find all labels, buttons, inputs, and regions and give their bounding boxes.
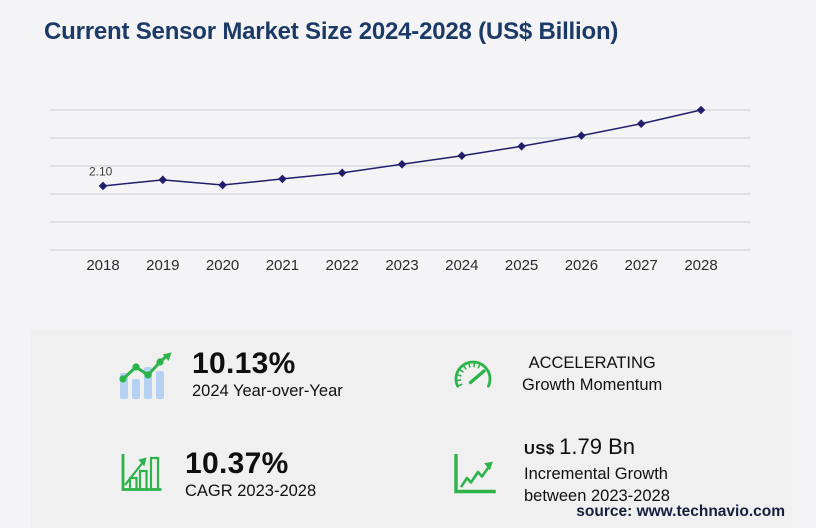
- stat-growth-momentum: ACCELERATING Growth Momentum: [450, 352, 662, 399]
- yoy-label: 2024 Year-over-Year: [192, 382, 343, 400]
- chart-data-point: [577, 131, 586, 140]
- speedometer-icon: [450, 360, 496, 399]
- chart-data-point: [696, 105, 706, 115]
- chart-series-line: [102, 109, 702, 187]
- incremental-line1: Incremental Growth: [524, 465, 668, 483]
- chart-data-point: [158, 175, 168, 185]
- x-axis-label: 2020: [206, 257, 239, 274]
- chart-data-point: [517, 141, 526, 151]
- stats-panel: 10.13% 2024 Year-over-Year: [31, 330, 792, 528]
- incremental-value: 1.79 Bn: [559, 434, 635, 459]
- chart-data-point: [397, 159, 407, 169]
- line-chart-arrow-icon: [454, 453, 496, 499]
- incremental-amount: US$ 1.79 Bn: [524, 434, 670, 463]
- x-axis-label: 2019: [146, 257, 179, 274]
- chart-area: 2018 2019 2020 2021 2022 2023 2024 2025 2026 2027…: [0, 80, 816, 280]
- x-axis-label: 2026: [565, 257, 598, 274]
- cagr-label: CAGR 2023-2028: [185, 482, 317, 500]
- stat-cagr: 10.37% CAGR 2023-2028: [121, 448, 316, 502]
- yoy-value: 10.13%: [192, 347, 296, 380]
- momentum-line1: ACCELERATING: [528, 354, 656, 372]
- incremental-currency: US$: [524, 441, 555, 458]
- chart-data-point: [457, 151, 467, 161]
- x-axis-label: 2021: [266, 257, 299, 274]
- x-axis-label: 2025: [505, 257, 538, 274]
- x-axis-label: 2028: [684, 257, 717, 274]
- incremental-line2: between 2023-2028: [524, 487, 670, 505]
- x-axis-label: 2018: [86, 257, 119, 274]
- cagr-value: 10.37%: [185, 447, 289, 480]
- market-size-line-chart: 2018 2019 2020 2021 2022 2023 2024 2025 2026 2027…: [50, 105, 751, 274]
- chart-data-point: [636, 119, 646, 129]
- page-title: Current Sensor Market Size 2024-2028 (US…: [44, 18, 619, 45]
- x-axis-label: 2024: [445, 257, 478, 274]
- first-point-data-label: 2.10: [89, 164, 113, 178]
- x-axis-label: 2023: [385, 257, 418, 274]
- x-axis-label: 2027: [625, 257, 658, 274]
- stat-yoy-growth: 10.13% 2024 Year-over-Year: [118, 348, 343, 405]
- bar-line-growth-icon: [118, 352, 174, 405]
- chart-data-point: [337, 168, 347, 178]
- chart-data-point: [98, 181, 108, 191]
- source-attribution: source: www.technavio.com: [576, 503, 785, 520]
- chart-data-point: [278, 174, 287, 184]
- momentum-line2: Growth Momentum: [522, 376, 663, 394]
- bar-chart-arrow-icon: [121, 453, 163, 497]
- stat-incremental-growth: US$ 1.79 Bn Incremental Growth between 2…: [454, 434, 670, 507]
- chart-data-point: [218, 180, 227, 190]
- x-axis-label: 2022: [326, 257, 359, 274]
